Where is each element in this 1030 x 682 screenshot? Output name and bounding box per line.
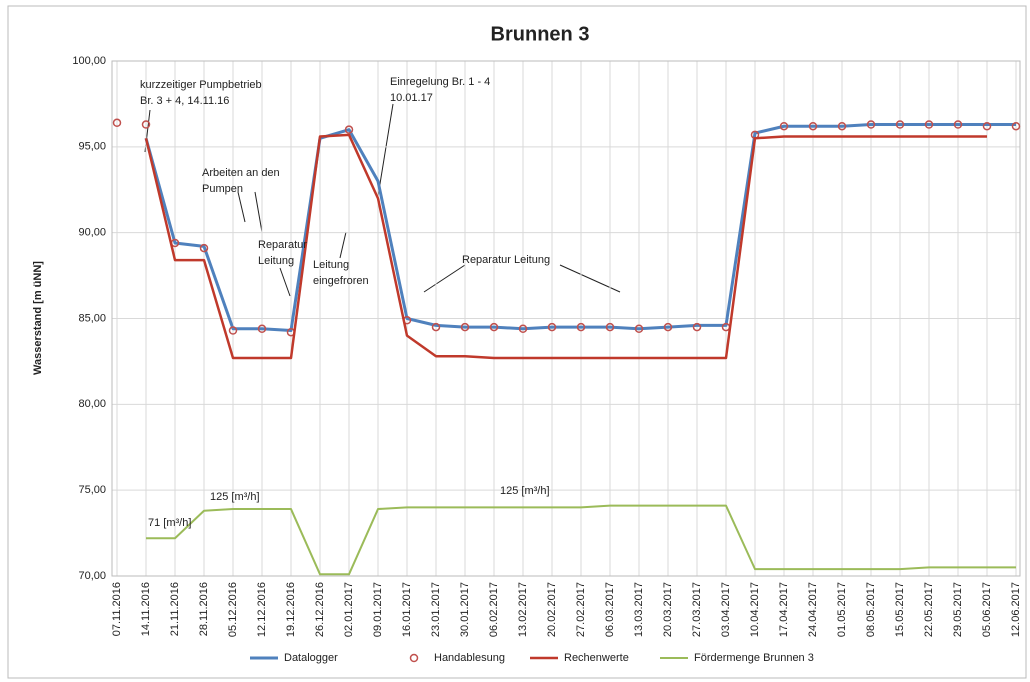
- plot-area: [111, 60, 1021, 577]
- marker: [982, 121, 992, 131]
- x-tick-label: 09.01.2017: [372, 582, 384, 637]
- marker: [866, 120, 876, 129]
- x-tick-label: 30.01.2017: [459, 582, 471, 637]
- marker: [257, 324, 267, 334]
- x-tick-label: 17.04.2017: [778, 582, 790, 637]
- x-tick-label: 20.03.2017: [662, 582, 674, 637]
- marker: [460, 322, 470, 332]
- y-tick-label: 90,00: [78, 227, 106, 239]
- marker: [112, 118, 122, 128]
- marker: [547, 322, 557, 332]
- y-tick-label: 100,00: [72, 55, 106, 67]
- x-tick-label: 06.02.2017: [488, 582, 500, 637]
- x-tick-label: 02.01.2017: [343, 582, 355, 637]
- x-tick-label: 26.12.2016: [314, 582, 326, 637]
- annotation: Leitung: [313, 259, 349, 271]
- annotation: Reparatur Leitung: [462, 254, 550, 266]
- marker: [779, 121, 789, 131]
- x-tick-label: 05.12.2016: [227, 582, 239, 637]
- y-tick-label: 80,00: [78, 398, 106, 410]
- x-tick-label: 06.03.2017: [604, 582, 616, 637]
- annotation: 125 [m³/h]: [500, 485, 550, 497]
- legend-label: Fördermenge Brunnen 3: [694, 652, 814, 664]
- series-line: [144, 133, 987, 360]
- marker: [605, 322, 615, 332]
- marker: [953, 120, 963, 129]
- leader: [377, 103, 394, 197]
- marker: [895, 120, 905, 129]
- x-tick-label: 27.02.2017: [575, 582, 587, 637]
- x-tick-label: 16.01.2017: [401, 582, 413, 637]
- series-line: [144, 123, 1016, 333]
- x-tick-label: 20.02.2017: [546, 582, 558, 637]
- x-tick-label: 14.11.2016: [140, 582, 152, 636]
- marker: [837, 121, 847, 131]
- marker: [199, 243, 209, 253]
- y-tick-label: 85,00: [78, 312, 106, 324]
- x-tick-label: 29.05.2017: [952, 582, 964, 637]
- annotation: Leitung: [258, 255, 294, 267]
- marker: [518, 324, 528, 334]
- annotation: Pumpen: [202, 183, 243, 195]
- x-tick-label: 10.04.2017: [749, 582, 761, 637]
- legend-label: Handablesung: [434, 652, 505, 664]
- x-tick-label: 03.04.2017: [720, 582, 732, 637]
- leader: [254, 191, 263, 233]
- x-tick-label: 08.05.2017: [865, 582, 877, 637]
- x-tick-label: 12.12.2016: [256, 582, 268, 637]
- marker: [692, 322, 702, 332]
- leader: [423, 264, 466, 293]
- chart-title: Brunnen 3: [491, 23, 590, 45]
- marker: [808, 121, 818, 131]
- annotation: 125 [m³/h]: [210, 491, 260, 503]
- marker: [141, 120, 151, 129]
- leader: [339, 231, 347, 259]
- marker: [228, 326, 238, 335]
- annotation: Reparatur: [258, 239, 307, 251]
- marker: [924, 120, 934, 129]
- marker: [489, 322, 499, 332]
- marker: [576, 322, 586, 332]
- annotation: 10.01.17: [390, 92, 433, 104]
- annotation: Arbeiten an den: [202, 167, 280, 179]
- x-tick-label: 21.11.2016: [169, 582, 181, 636]
- marker: [431, 322, 441, 332]
- leader: [237, 191, 246, 223]
- x-tick-label: 13.03.2017: [633, 582, 645, 637]
- frame: [7, 5, 1027, 679]
- x-tick-label: 12.06.2017: [1010, 582, 1022, 637]
- marker: [663, 322, 673, 332]
- x-tick-label: 19.12.2016: [285, 582, 297, 637]
- marker: [1011, 121, 1021, 131]
- marker: [634, 324, 644, 334]
- annotation: 71 [m³/h]: [148, 517, 191, 529]
- annotation: Br. 3 + 4, 14.11.16: [140, 95, 229, 107]
- y-axis-label: Wasserstand [m üNN]: [32, 261, 44, 375]
- annotation: kurzzeitiger Pumpbetrieb: [140, 79, 262, 91]
- x-tick-label: 22.05.2017: [923, 582, 935, 637]
- x-tick-label: 24.04.2017: [807, 582, 819, 637]
- annotation: eingefroren: [313, 275, 369, 287]
- legend-marker: [409, 653, 419, 663]
- y-tick-label: 75,00: [78, 484, 106, 496]
- y-tick-label: 95,00: [78, 141, 106, 153]
- x-tick-label: 15.05.2017: [894, 582, 906, 637]
- annotation: Einregelung Br. 1 - 4: [390, 76, 490, 88]
- x-tick-label: 27.03.2017: [691, 582, 703, 637]
- x-tick-label: 07.11.2016: [111, 582, 123, 636]
- x-tick-label: 23.01.2017: [430, 582, 442, 637]
- legend-label: Datalogger: [284, 652, 338, 664]
- series-line: [146, 504, 1016, 576]
- legend-label: Rechenwerte: [564, 652, 629, 664]
- marker: [344, 125, 354, 134]
- x-tick-label: 05.06.2017: [981, 582, 993, 637]
- x-tick-label: 01.05.2017: [836, 582, 848, 637]
- leader: [279, 267, 291, 297]
- y-tick-label: 70,00: [78, 570, 106, 582]
- x-tick-label: 28.11.2016: [198, 582, 210, 636]
- x-tick-label: 13.02.2017: [517, 582, 529, 637]
